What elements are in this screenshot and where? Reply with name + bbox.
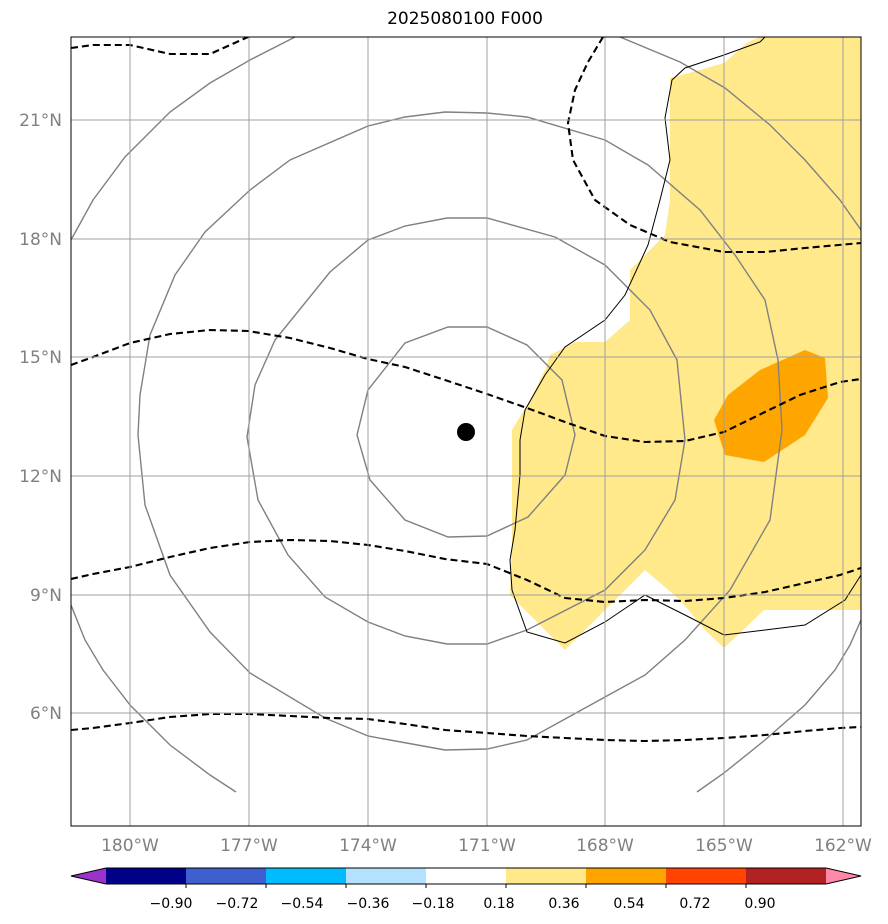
lat-label: 21°N	[19, 111, 62, 131]
map-area	[71, 37, 861, 826]
colorbar-outline	[70, 867, 862, 885]
colorbar-tick-label: 0.54	[613, 896, 644, 912]
gridlines	[71, 37, 861, 826]
colorbar-ticks	[185, 884, 747, 888]
colorbar-swatch	[586, 868, 667, 884]
colorbar-tick-label: 0.72	[679, 896, 710, 912]
lon-label: 165°W	[695, 836, 753, 856]
lon-label: 171°W	[458, 836, 516, 856]
map-frame	[70, 36, 862, 827]
dashed-contour-bottom	[71, 712, 861, 743]
colorbar-tick-label: 0.36	[548, 896, 579, 912]
colorbar-tick-labels: −0.90 −0.72 −0.54 −0.36 −0.18 0.18 0.36 …	[150, 896, 776, 912]
colorbar-swatch	[346, 868, 427, 884]
dashed-contour-middle	[71, 328, 861, 444]
dashed-contour-upper-right	[566, 37, 861, 254]
positive-anomaly-fill-light	[510, 37, 861, 650]
lon-label: 174°W	[339, 836, 397, 856]
colorbar: −0.90 −0.72 −0.54 −0.36 −0.18 0.18 0.36 …	[70, 867, 862, 912]
colorbar-swatch	[71, 868, 106, 884]
colorbar-swatch	[506, 868, 587, 884]
latitude-labels: 21°N 18°N 15°N 12°N 9°N 6°N	[19, 111, 62, 724]
contour-outer-left	[71, 37, 296, 241]
lat-label: 12°N	[19, 467, 62, 487]
colorbar-tick-label: −0.18	[412, 896, 455, 912]
colorbar-swatch	[186, 868, 267, 884]
map-title: 2025080100 F000	[387, 9, 543, 29]
colorbar-tick-label: −0.54	[281, 896, 324, 912]
storm-center-marker	[457, 423, 475, 441]
contour-ring-2	[246, 217, 686, 645]
dashed-contour-top	[71, 37, 249, 56]
contour-outer-right	[619, 37, 861, 231]
lon-label: 162°W	[814, 836, 872, 856]
lon-label: 177°W	[220, 836, 278, 856]
positive-anomaly-fill-strong	[714, 350, 828, 462]
colorbar-tick-label: 0.18	[483, 896, 514, 912]
colorbar-tick-label: 0.90	[744, 896, 775, 912]
lat-label: 6°N	[30, 704, 62, 724]
colorbar-swatch	[826, 868, 861, 884]
colorbar-swatches	[71, 868, 861, 884]
colorbar-tick-label: −0.90	[150, 896, 193, 912]
lat-label: 15°N	[19, 348, 62, 368]
contour-outer-bottom-right	[696, 619, 861, 793]
colorbar-swatch	[746, 868, 827, 884]
lon-label: 168°W	[576, 836, 634, 856]
lat-label: 18°N	[19, 230, 62, 250]
longitude-labels: 180°W 177°W 174°W 171°W 168°W 165°W 162°…	[101, 836, 872, 856]
lon-label: 180°W	[101, 836, 159, 856]
lat-label: 9°N	[30, 586, 62, 606]
contour-ring-3	[137, 111, 783, 751]
thin-black-contour	[509, 37, 861, 644]
colorbar-swatch	[426, 868, 507, 884]
colorbar-tick-label: −0.72	[216, 896, 259, 912]
colorbar-tick-label: −0.36	[347, 896, 390, 912]
colorbar-swatch	[666, 868, 747, 884]
colorbar-swatch	[266, 868, 347, 884]
colorbar-swatch	[106, 868, 187, 884]
